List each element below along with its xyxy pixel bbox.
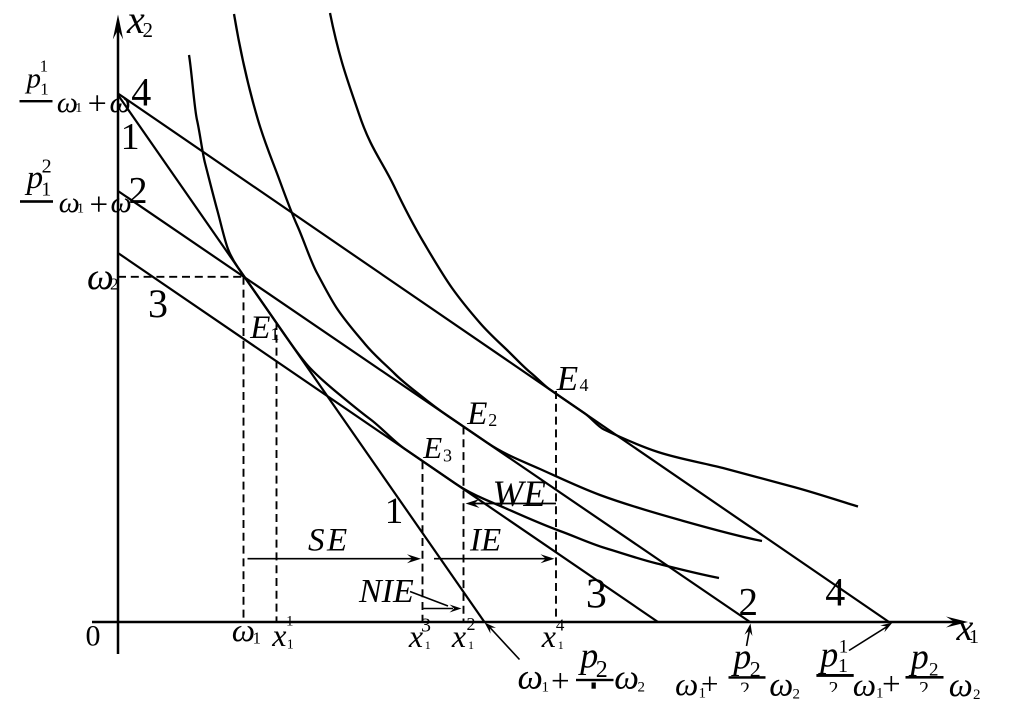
svg-text:2: 2 xyxy=(829,678,839,700)
svg-text:1: 1 xyxy=(542,680,550,696)
svg-text:WE: WE xyxy=(493,474,546,515)
svg-text:ω: ω xyxy=(87,256,114,298)
svg-text:+: + xyxy=(88,86,107,123)
svg-text:4: 4 xyxy=(580,375,589,395)
svg-text:x: x xyxy=(451,618,466,654)
svg-text:ω: ω xyxy=(853,668,876,704)
svg-text:2: 2 xyxy=(467,614,476,634)
svg-text:2: 2 xyxy=(596,657,608,683)
svg-text:p: p xyxy=(730,637,751,677)
svg-text:E: E xyxy=(556,359,578,398)
svg-text:x: x xyxy=(408,618,423,654)
svg-text:3: 3 xyxy=(443,446,452,466)
svg-text:3: 3 xyxy=(148,281,168,326)
svg-text:ω: ω xyxy=(769,666,793,703)
svg-text:E: E xyxy=(466,396,487,432)
svg-text:ω: ω xyxy=(110,86,131,119)
svg-text:0: 0 xyxy=(86,620,101,653)
svg-text:1: 1 xyxy=(969,626,979,648)
svg-text:1: 1 xyxy=(75,101,82,116)
svg-text:p: p xyxy=(577,636,598,676)
svg-text:+: + xyxy=(882,667,901,703)
svg-text:1: 1 xyxy=(253,629,262,648)
svg-text:p: p xyxy=(25,160,43,196)
svg-text:1: 1 xyxy=(838,655,848,677)
svg-text:1: 1 xyxy=(839,637,849,658)
svg-text:1: 1 xyxy=(699,686,707,702)
svg-text:x: x xyxy=(126,0,145,42)
svg-text:ω: ω xyxy=(949,667,973,704)
svg-text:+: + xyxy=(701,666,718,701)
svg-text:2: 2 xyxy=(973,687,981,703)
svg-text:E: E xyxy=(422,430,442,465)
svg-text:SE: SE xyxy=(308,523,350,559)
svg-text:1: 1 xyxy=(468,638,474,652)
svg-text:ω: ω xyxy=(57,86,78,119)
svg-text:2: 2 xyxy=(740,679,750,701)
svg-text:p: p xyxy=(817,635,838,675)
svg-text:4: 4 xyxy=(556,616,565,635)
svg-text:+: + xyxy=(90,187,109,223)
svg-text:1: 1 xyxy=(385,491,404,532)
svg-text:1: 1 xyxy=(40,79,49,98)
svg-text:NIE: NIE xyxy=(358,573,414,610)
svg-text:4: 4 xyxy=(825,570,845,615)
svg-text:x: x xyxy=(271,617,286,653)
svg-text:1: 1 xyxy=(121,116,140,158)
svg-text:ω: ω xyxy=(59,186,80,219)
svg-text:4: 4 xyxy=(131,70,151,115)
svg-text:x: x xyxy=(541,618,556,654)
svg-text:+: + xyxy=(551,664,570,700)
svg-text:1: 1 xyxy=(425,638,431,652)
svg-text:1: 1 xyxy=(41,179,51,201)
svg-text:ω: ω xyxy=(232,613,255,649)
svg-text:1: 1 xyxy=(286,614,294,630)
svg-text:ω: ω xyxy=(614,658,639,697)
svg-text:p: p xyxy=(908,637,929,677)
svg-text:2: 2 xyxy=(919,678,929,700)
svg-text:2: 2 xyxy=(129,170,148,212)
svg-text:3: 3 xyxy=(586,572,607,618)
svg-text:E: E xyxy=(249,310,270,346)
svg-text:2: 2 xyxy=(143,18,154,42)
svg-text:1: 1 xyxy=(876,686,884,702)
svg-text:x: x xyxy=(956,607,974,649)
svg-text:3: 3 xyxy=(421,615,431,637)
svg-text:ω: ω xyxy=(111,186,132,219)
svg-text:1: 1 xyxy=(40,57,49,76)
svg-text:ω: ω xyxy=(518,657,543,697)
svg-text:2: 2 xyxy=(42,155,52,177)
svg-text:IE: IE xyxy=(469,523,501,559)
svg-text:1: 1 xyxy=(270,324,279,344)
svg-text:1: 1 xyxy=(558,638,564,652)
svg-text:2: 2 xyxy=(739,581,759,624)
svg-text:1: 1 xyxy=(287,638,294,653)
svg-text:2: 2 xyxy=(929,660,939,681)
svg-text:2: 2 xyxy=(110,275,119,294)
svg-text:2: 2 xyxy=(488,410,497,430)
svg-text:2: 2 xyxy=(750,657,761,682)
svg-text:p: p xyxy=(25,63,42,95)
svg-text:2: 2 xyxy=(638,680,646,696)
svg-text:ω: ω xyxy=(675,667,698,703)
svg-text:1: 1 xyxy=(77,201,84,216)
svg-text:2: 2 xyxy=(793,687,801,703)
